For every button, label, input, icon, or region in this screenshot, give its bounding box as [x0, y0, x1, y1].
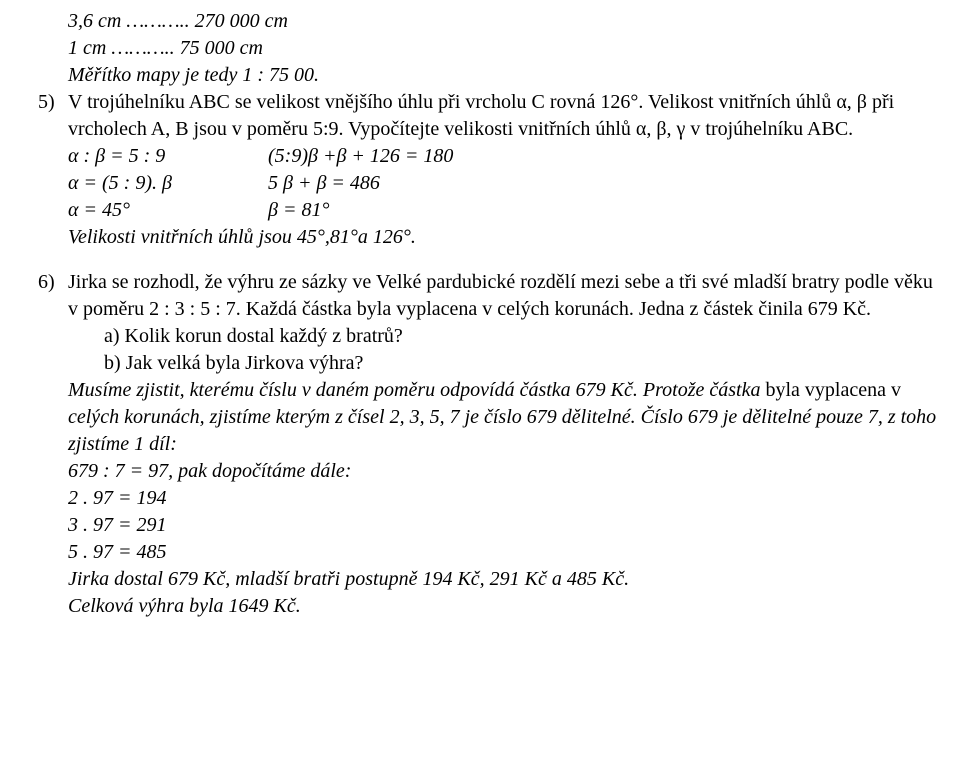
intro-line-1: 3,6 cm ……….. 270 000 cm	[68, 8, 940, 35]
intro-line-2: 1 cm ……….. 75 000 cm	[68, 35, 940, 62]
p6-sol4: 3 . 97 = 291	[68, 512, 940, 539]
spacer	[38, 251, 940, 269]
p6-sol1c: celých korunách, zjistíme kterým z čísel…	[68, 406, 936, 455]
p6-sol5: 5 . 97 = 485	[68, 539, 940, 566]
p6-sol1a: Musíme zjistit, kterému číslu v daném po…	[68, 379, 765, 401]
p5-row2-col2: 5 β + β = 486	[268, 170, 940, 197]
problem-5-number: 5)	[38, 89, 68, 143]
problem-6-a: a) Kolik korun dostal každý z bratrů?	[104, 323, 940, 350]
problem-6-solution: Musíme zjistit, kterému číslu v daném po…	[68, 377, 940, 458]
p5-row3-col2: β = 81°	[268, 197, 940, 224]
p6-sol1b: byla vyplacena v	[765, 379, 901, 401]
p5-row1-col1: α : β = 5 : 9	[68, 143, 268, 170]
problem-5: 5) V trojúhelníku ABC se velikost vnější…	[38, 89, 940, 143]
p5-row1-col2: (5:9)β +β + 126 = 180	[268, 143, 940, 170]
problem-6: 6) Jirka se rozhodl, že výhru ze sázky v…	[38, 269, 940, 620]
p5-row3-col1: α = 45°	[68, 197, 268, 224]
intro-line-3: Měřítko mapy je tedy 1 : 75 00.	[68, 62, 940, 89]
problem-6-b: b) Jak velká byla Jirkova výhra?	[104, 350, 940, 377]
p6-sol2: 679 : 7 = 97, pak dopočítáme dále:	[68, 458, 940, 485]
p6-sol7: Celková výhra byla 1649 Kč.	[68, 593, 940, 620]
problem-6-number: 6)	[38, 269, 68, 620]
problem-5-text: V trojúhelníku ABC se velikost vnějšího …	[68, 89, 940, 143]
p5-conclusion: Velikosti vnitřních úhlů jsou 45°,81°a 1…	[68, 224, 940, 251]
problem-5-solution: α : β = 5 : 9 (5:9)β +β + 126 = 180 α = …	[68, 143, 940, 251]
p6-sol3: 2 . 97 = 194	[68, 485, 940, 512]
problem-6-text: Jirka se rozhodl, že výhru ze sázky ve V…	[68, 271, 933, 320]
p6-sol6: Jirka dostal 679 Kč, mladší bratři postu…	[68, 566, 940, 593]
p5-row2-col1: α = (5 : 9). β	[68, 170, 268, 197]
